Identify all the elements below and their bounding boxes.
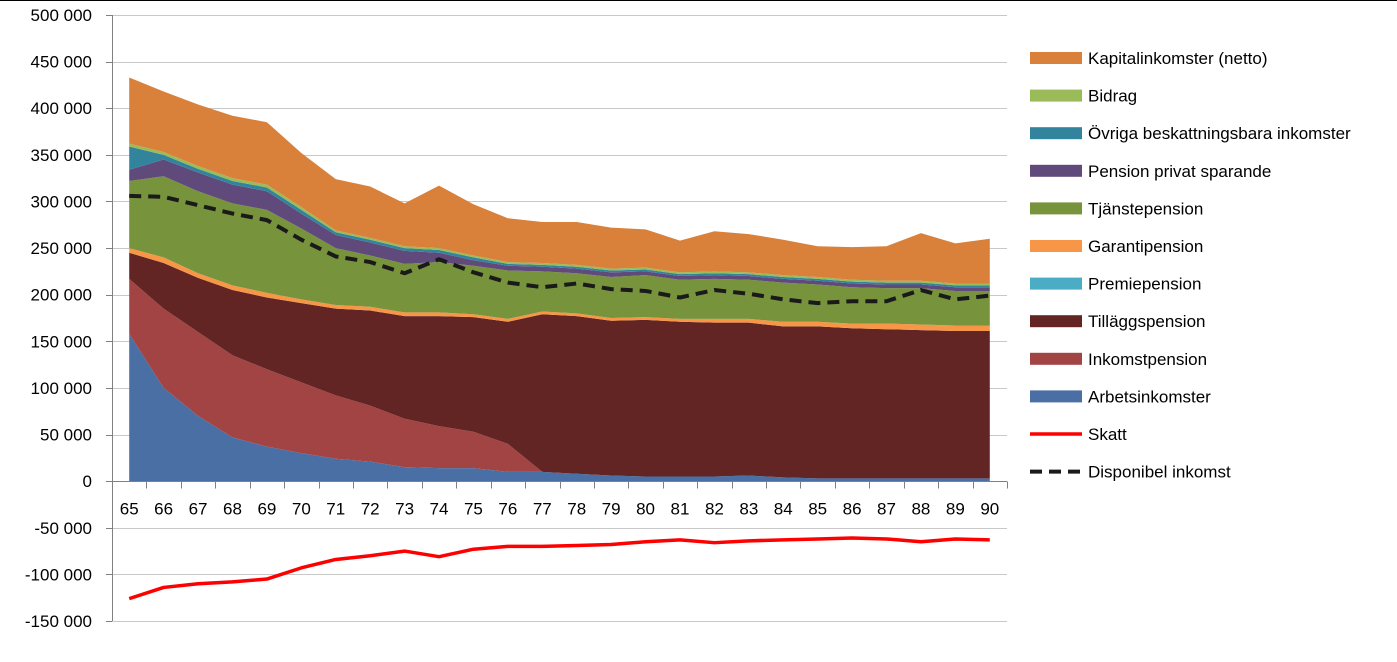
x-tick-label: 66 <box>154 500 173 519</box>
x-tick-label: 77 <box>533 500 552 519</box>
y-tick-label: 250 000 <box>31 239 92 258</box>
x-tick-label: 86 <box>843 500 862 519</box>
x-tick-label: 69 <box>257 500 276 519</box>
y-tick-label: 400 000 <box>31 99 92 118</box>
line-series <box>128 193 991 601</box>
legend-label: Bidrag <box>1088 87 1137 106</box>
x-tick-label: 90 <box>980 500 999 519</box>
legend-label: Tilläggspension <box>1088 312 1206 331</box>
legend-item-ovriga-beskattningsbara-inkomster: Övriga beskattningsbara inkomster <box>1030 124 1351 143</box>
x-tick-label: 73 <box>395 500 414 519</box>
legend-label: Inkomstpension <box>1088 350 1207 369</box>
y-tick-label: -150 000 <box>25 612 92 631</box>
x-tick-label: 74 <box>430 500 449 519</box>
y-tick-label: 100 000 <box>31 379 92 398</box>
x-tick-label: 83 <box>739 500 758 519</box>
area-kapitalinkomster-netto <box>129 77 990 284</box>
area-arbetsinkomster <box>129 333 990 482</box>
legend-label: Disponibel inkomst <box>1088 463 1231 482</box>
legend-swatch <box>1030 315 1082 328</box>
legend-swatch <box>1030 52 1082 64</box>
x-tick-label: 71 <box>326 500 345 519</box>
legend-swatch <box>1030 352 1082 365</box>
legend-item-inkomstpension: Inkomstpension <box>1030 350 1207 369</box>
x-tick-label: 67 <box>189 500 208 519</box>
legend-swatch <box>1030 164 1082 177</box>
stacked-areas <box>129 77 990 482</box>
x-tick-label: 75 <box>464 500 483 519</box>
axes <box>112 15 1007 621</box>
x-tick-label: 79 <box>602 500 621 519</box>
x-tick-label: 72 <box>361 500 380 519</box>
legend-item-disponibel-inkomst: Disponibel inkomst <box>1030 463 1231 482</box>
line-skatt <box>128 536 990 601</box>
y-tick-label: 450 000 <box>31 53 92 72</box>
y-tick-label: 500 000 <box>31 6 92 25</box>
legend-label: Tjänstepension <box>1088 199 1203 218</box>
area-tjanstepension <box>129 176 990 326</box>
x-tick-label: 89 <box>946 500 965 519</box>
y-tick-label: 350 000 <box>31 146 92 165</box>
legend: Kapitalinkomster (netto) Bidrag Övriga bes… <box>1030 49 1351 482</box>
legend-swatch <box>1030 277 1082 290</box>
legend-item-tjanstepension: Tjänstepension <box>1030 199 1203 218</box>
x-tick-label: 85 <box>808 500 827 519</box>
y-tick-label: 50 000 <box>40 426 92 445</box>
legend-item-arbetsinkomster: Arbetsinkomster <box>1030 387 1211 406</box>
legend-label: Pension privat sparande <box>1088 162 1271 181</box>
legend-item-bidrag: Bidrag <box>1030 87 1137 106</box>
line-disponibel-inkomst <box>129 193 991 306</box>
legend-label: Garantipension <box>1088 237 1203 256</box>
y-tick-label: -100 000 <box>25 565 92 584</box>
legend-label: Skatt <box>1088 425 1127 444</box>
x-tick-label: 80 <box>636 500 655 519</box>
x-tick-label: 65 <box>120 500 139 519</box>
legend-label: Övriga beskattningsbara inkomster <box>1088 124 1351 143</box>
area-pension-privat-sparande <box>129 159 990 291</box>
x-tick-label: 88 <box>911 500 930 519</box>
y-tick-label: 150 000 <box>31 332 92 351</box>
legend-item-premiepension: Premiepension <box>1030 275 1201 294</box>
legend-item-kapitalinkomster-netto: Kapitalinkomster (netto) <box>1030 49 1268 68</box>
legend-swatch <box>1030 89 1082 102</box>
legend-label: Premiepension <box>1088 275 1201 294</box>
y-tick-label: 300 000 <box>31 192 92 211</box>
legend-item-tillaggspension: Tilläggspension <box>1030 312 1206 331</box>
x-axis-ticks: 65 66 67 68 69 70 71 72 73 74 75 76 77 78 79 80 81 82 83 84… <box>112 481 1008 519</box>
x-tick-label: 78 <box>567 500 586 519</box>
legend-item-pension-privat-sparande: Pension privat sparande <box>1030 162 1271 181</box>
x-tick-label: 82 <box>705 500 724 519</box>
area-tillaggspension <box>129 252 990 479</box>
x-tick-label: 87 <box>877 500 896 519</box>
legend-swatch <box>1030 127 1082 140</box>
area-garantipension <box>129 248 990 332</box>
y-tick-label: -50 000 <box>34 519 92 538</box>
x-tick-label: 81 <box>671 500 690 519</box>
legend-swatch <box>1030 390 1082 403</box>
x-tick-label: 70 <box>292 500 311 519</box>
x-tick-label: 84 <box>774 500 793 519</box>
y-tick-label: 0 <box>83 472 92 491</box>
legend-item-garantipension: Garantipension <box>1030 237 1203 256</box>
legend-swatch <box>1030 240 1082 252</box>
legend-label: Arbetsinkomster <box>1088 387 1211 406</box>
legend-label: Kapitalinkomster (netto) <box>1088 49 1268 68</box>
x-tick-label: 76 <box>498 500 517 519</box>
y-tick-label: 200 000 <box>31 286 92 305</box>
x-tick-label: 68 <box>223 500 242 519</box>
legend-item-skatt: Skatt <box>1030 425 1127 444</box>
y-axis-ticks: 500 000 450 000 400 000 350 000 300 000 250 0… <box>25 6 112 631</box>
area-inkomstpension <box>129 278 990 479</box>
legend-swatch <box>1030 202 1082 215</box>
